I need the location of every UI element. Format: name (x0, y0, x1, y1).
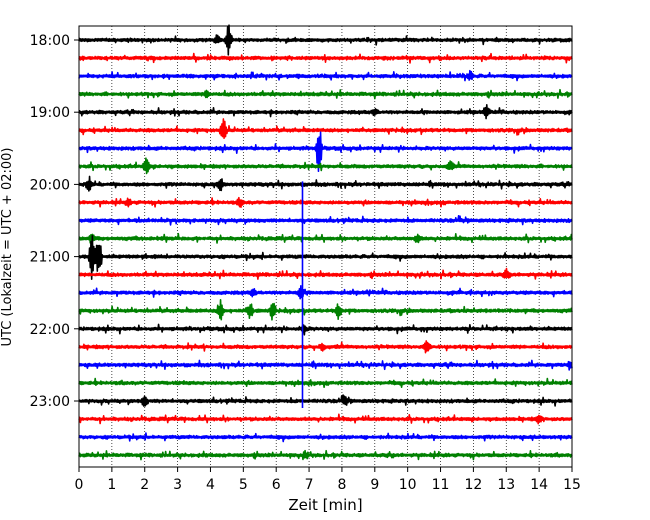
x-tick-label: 9 (370, 477, 379, 493)
x-tick-label: 4 (206, 477, 215, 493)
trace-line (78, 359, 573, 371)
x-tick-label: 0 (75, 477, 84, 493)
trace-line (78, 267, 573, 280)
x-tick-label: 8 (337, 477, 346, 493)
y-tick-label: 22:00 (30, 322, 70, 338)
trace-line (78, 340, 573, 354)
x-tick-label: 2 (140, 477, 149, 493)
x-tick-label: 10 (399, 477, 417, 493)
trace-line (78, 175, 573, 192)
x-tick-label: 11 (432, 477, 450, 493)
trace-line (78, 377, 573, 389)
x-tick-label: 1 (107, 477, 116, 493)
seismic-traces (78, 24, 573, 461)
x-tick-label: 3 (173, 477, 182, 493)
x-axis-label: Zeit [min] (288, 496, 362, 514)
y-axis-label: UTC (Lokalzeit = UTC + 02:00) (0, 148, 15, 347)
trace-line (78, 104, 573, 120)
trace-line (78, 432, 573, 443)
trace-line (78, 214, 573, 226)
x-tick-label: 14 (530, 477, 548, 493)
x-tick-label: 5 (239, 477, 248, 493)
x-axis-ticks: 0 1 2 3 4 5 6 7 8 9 10 11 12 13 14 15 (75, 467, 581, 493)
x-tick-label: 15 (563, 477, 581, 493)
trace-line (78, 298, 573, 321)
trace-line (78, 131, 573, 173)
y-tick-label: 20:00 (30, 177, 70, 193)
trace-line (78, 234, 573, 280)
x-tick-label: 6 (272, 477, 281, 493)
x-tick-label: 12 (464, 477, 482, 493)
x-tick-label: 7 (305, 477, 314, 493)
trace-line (78, 69, 573, 82)
x-tick-label: 13 (497, 477, 515, 493)
trace-line (78, 157, 573, 175)
y-tick-label: 19:00 (30, 105, 70, 121)
trace-line (78, 449, 573, 461)
trace-line (78, 196, 573, 208)
trace-line (78, 118, 573, 139)
trace-line (78, 24, 573, 56)
y-tick-label: 21:00 (30, 250, 70, 266)
plot-frame (78, 25, 573, 468)
trace-line (78, 88, 573, 100)
trace-line (78, 285, 573, 300)
trace-line (78, 52, 573, 64)
y-tick-label: 18:00 (30, 33, 70, 49)
trace-line (78, 394, 573, 407)
y-axis-ticks: 18:00 19:00 20:00 21:00 22:00 23:00 (30, 33, 79, 410)
trace-line (78, 232, 573, 244)
trace-line (78, 323, 573, 336)
y-tick-label: 23:00 (30, 394, 70, 410)
trace-line (78, 413, 573, 425)
